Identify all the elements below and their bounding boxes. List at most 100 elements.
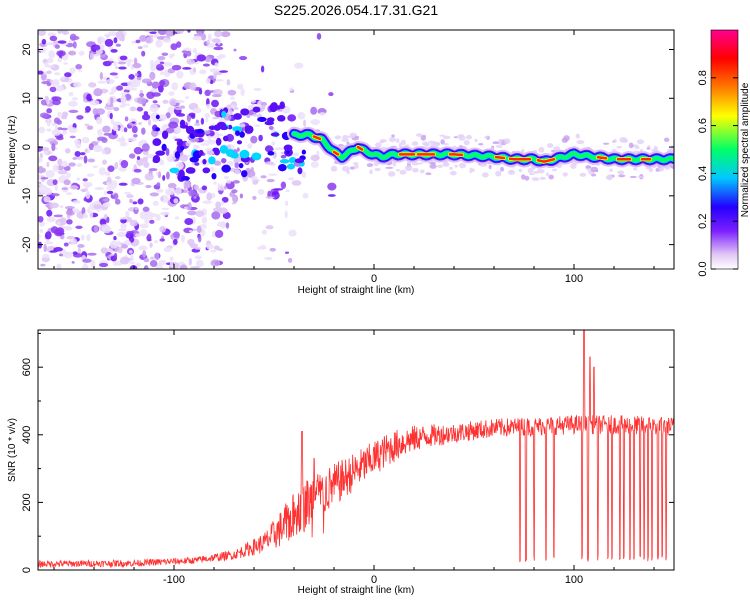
noise-blob	[265, 196, 275, 199]
onset-blob	[236, 140, 243, 145]
noise-blob	[221, 158, 227, 164]
noise-blob	[51, 143, 56, 152]
noise-blob	[211, 99, 219, 108]
noise-blob	[85, 106, 91, 113]
noise-blob	[46, 216, 56, 223]
noise-blob	[226, 179, 232, 184]
noise-blob	[47, 32, 57, 37]
noise-blob	[105, 78, 115, 85]
noise-blob	[40, 176, 49, 180]
noise-blob	[74, 156, 84, 160]
onset-blob	[161, 143, 167, 152]
noise-blob	[102, 198, 109, 202]
noise-blob	[119, 217, 128, 220]
noise-blob	[40, 263, 46, 267]
noise-blob	[260, 101, 268, 107]
noise-blob	[171, 82, 179, 91]
noise-blob	[366, 163, 374, 168]
noise-blob	[127, 137, 137, 142]
noise-blob	[159, 61, 165, 65]
noise-blob	[176, 30, 184, 34]
noise-blob	[163, 61, 173, 67]
noise-blob	[280, 154, 287, 159]
noise-blob	[149, 31, 157, 34]
noise-blob	[349, 166, 356, 170]
noise-blob	[104, 171, 111, 176]
noise-blob	[119, 55, 128, 61]
onset-blob	[278, 164, 287, 172]
noise-blob	[233, 107, 239, 110]
noise-blob	[114, 75, 119, 79]
noise-blob	[428, 162, 437, 165]
noise-blob	[213, 46, 224, 51]
noise-blob	[59, 205, 64, 209]
noise-blob	[251, 99, 257, 103]
onset-blob	[241, 170, 248, 178]
noise-blob	[112, 125, 119, 132]
noise-blob	[239, 193, 244, 199]
noise-blob	[258, 134, 263, 142]
noise-blob	[162, 99, 169, 104]
onset-blob	[270, 132, 280, 137]
noise-blob	[634, 145, 640, 150]
noise-blob	[57, 221, 61, 225]
noise-blob	[44, 231, 52, 240]
noise-blob	[188, 229, 194, 233]
noise-blob	[618, 174, 626, 178]
onset-blob	[181, 176, 190, 181]
noise-blob	[115, 31, 124, 40]
noise-blob	[149, 104, 159, 113]
noise-blob	[99, 218, 107, 226]
noise-blob	[143, 161, 150, 168]
noise-blob	[226, 79, 231, 86]
noise-blob	[218, 184, 225, 191]
noise-blob	[213, 160, 222, 166]
noise-blob	[236, 83, 244, 90]
onset-blob	[219, 145, 228, 154]
noise-blob	[162, 174, 166, 181]
noise-blob	[260, 175, 267, 179]
noise-blob	[136, 156, 141, 160]
noise-blob	[64, 72, 72, 78]
noise-blob	[63, 62, 68, 65]
noise-blob	[134, 206, 138, 211]
noise-blob	[171, 64, 182, 71]
noise-blob	[94, 186, 105, 191]
noise-blob	[54, 44, 60, 49]
noise-blob	[379, 139, 387, 143]
noise-blob	[38, 70, 44, 75]
noise-blob	[130, 253, 134, 260]
noise-blob	[190, 266, 200, 269]
noise-blob	[61, 187, 69, 191]
noise-blob	[136, 70, 142, 79]
noise-blob	[374, 142, 382, 148]
snr-panel: -100 0 100 0 200 400 600 Height of straight li…	[7, 329, 675, 596]
noise-blob	[165, 127, 175, 134]
onset-blob	[208, 125, 216, 131]
noise-blob	[269, 247, 276, 252]
noise-blob	[64, 226, 73, 231]
noise-blob	[137, 46, 143, 50]
ridge-hot-red	[494, 155, 506, 160]
noise-blob	[66, 172, 71, 179]
noise-blob	[94, 44, 101, 51]
noise-blob	[109, 72, 119, 76]
noise-blob	[194, 184, 200, 191]
noise-blob	[40, 147, 50, 152]
noise-blob	[59, 253, 63, 257]
noise-blob	[169, 261, 174, 268]
noise-blob	[46, 82, 52, 87]
noise-blob	[139, 229, 148, 237]
noise-blob	[132, 201, 138, 205]
noise-blob	[240, 88, 245, 97]
noise-blob	[113, 252, 118, 260]
noise-blob	[97, 136, 106, 141]
ridge-hot-red	[312, 135, 322, 141]
ridge-hot-red	[508, 157, 532, 161]
snr-frame	[37, 329, 675, 571]
noise-blob	[310, 154, 320, 162]
noise-blob	[69, 35, 80, 41]
noise-blob	[157, 114, 168, 122]
noise-blob	[209, 79, 214, 84]
noise-blob	[81, 207, 86, 215]
